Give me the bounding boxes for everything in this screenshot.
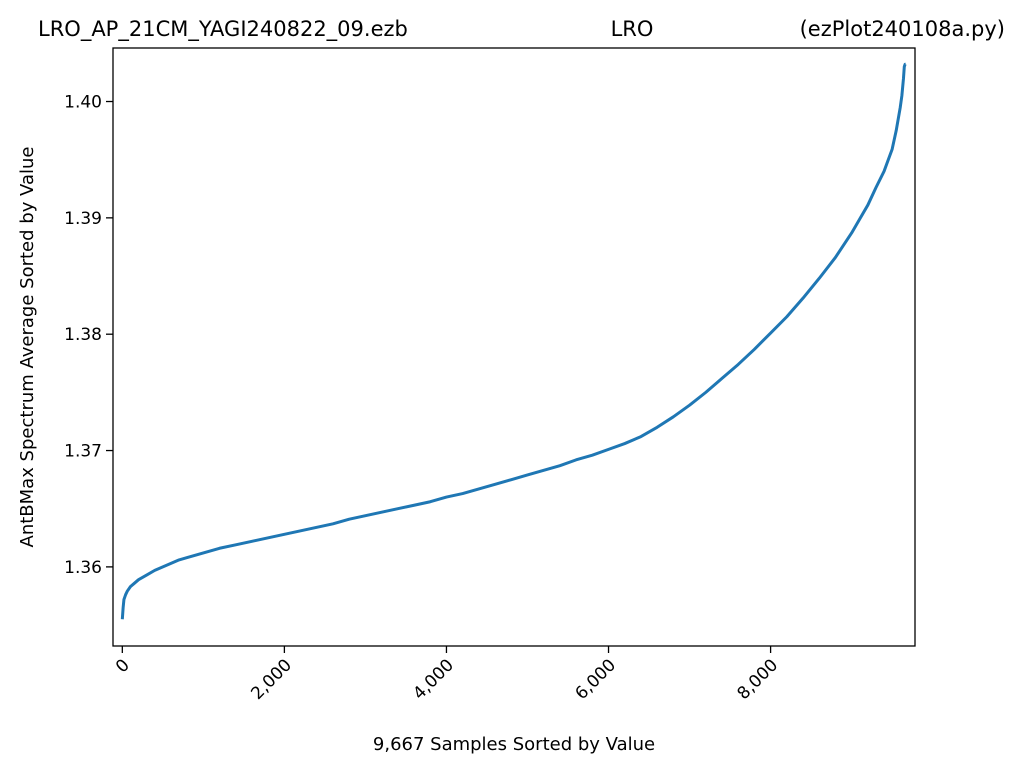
header-left-label: LRO_AP_21CM_YAGI240822_09.ezb — [38, 17, 408, 42]
y-tick-label: 1.37 — [64, 442, 102, 462]
y-tick-label: 1.39 — [64, 209, 102, 229]
header-right-label: (ezPlot240108a.py) — [800, 17, 1005, 41]
y-tick-label: 1.38 — [64, 325, 102, 345]
y-axis-label: AntBMax Spectrum Average Sorted by Value — [17, 147, 38, 548]
y-tick-label: 1.40 — [64, 93, 102, 113]
plot-frame — [112, 47, 916, 647]
header-center-label: LRO — [611, 17, 654, 41]
x-axis-label: 9,667 Samples Sorted by Value — [373, 734, 655, 755]
y-tick-label: 1.36 — [64, 558, 102, 578]
y-axis-ticks: 1.36 1.37 1.38 1.39 1.40 — [64, 93, 113, 578]
data-series-line — [120, 62, 907, 620]
